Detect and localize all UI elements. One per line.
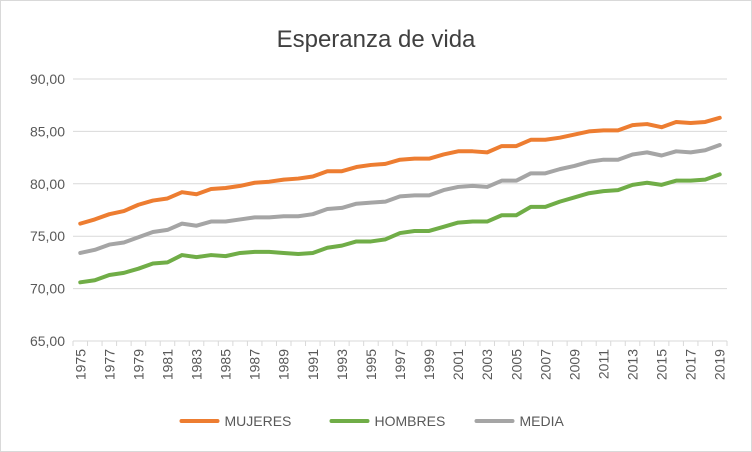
series-line-hombres (78, 172, 722, 285)
x-tick-label: 1999 (421, 349, 437, 380)
x-tick-label: 1989 (276, 349, 292, 380)
x-tick-label: 2009 (566, 349, 582, 380)
x-tick-label: 2001 (450, 349, 466, 380)
x-tick-label: 2011 (595, 349, 611, 379)
series-lines (78, 115, 722, 285)
x-tick-label: 1995 (363, 349, 379, 380)
x-tick-label: 2005 (508, 349, 524, 380)
x-tick-label: 2015 (654, 349, 670, 380)
x-tick-label: 1991 (305, 349, 321, 380)
legend-label: MUJERES (225, 413, 292, 429)
series-line-media (78, 143, 722, 255)
x-tick-label: 2019 (712, 349, 728, 380)
y-tick-label: 90,00 (30, 71, 65, 87)
y-tick-label: 80,00 (30, 176, 65, 192)
x-tick-label: 1977 (101, 349, 117, 380)
y-tick-label: 75,00 (30, 228, 65, 244)
legend-label: MEDIA (520, 413, 565, 429)
x-tick-label: 1981 (159, 349, 175, 380)
x-tick-label: 1985 (218, 349, 234, 380)
legend: MUJERES HOMBRES MEDIA (179, 413, 565, 429)
x-tick-label: 2013 (625, 349, 641, 380)
x-tick-label: 1979 (130, 349, 146, 380)
x-tick-label: 2017 (683, 349, 699, 380)
x-tick-label: 2003 (479, 349, 495, 380)
x-tick-label: 2007 (537, 349, 553, 380)
x-tick-label: 1983 (189, 349, 205, 380)
y-tick-label: 65,00 (30, 333, 65, 349)
x-tick-label: 1975 (72, 349, 88, 380)
chart-title: Esperanza de vida (277, 26, 476, 53)
legend-label: HOMBRES (375, 413, 446, 429)
x-tick-label: 1993 (334, 349, 350, 380)
series-line-mujeres (78, 115, 722, 226)
y-tick-label: 85,00 (30, 123, 65, 139)
axes: 65,00 70,00 75,00 80,00 85,00 90,00 1975 1977 19… (30, 71, 728, 380)
x-tick-label: 1987 (247, 349, 263, 380)
x-tick-label: 1997 (392, 349, 408, 380)
gridlines (73, 78, 727, 342)
y-tick-label: 70,00 (30, 281, 65, 297)
